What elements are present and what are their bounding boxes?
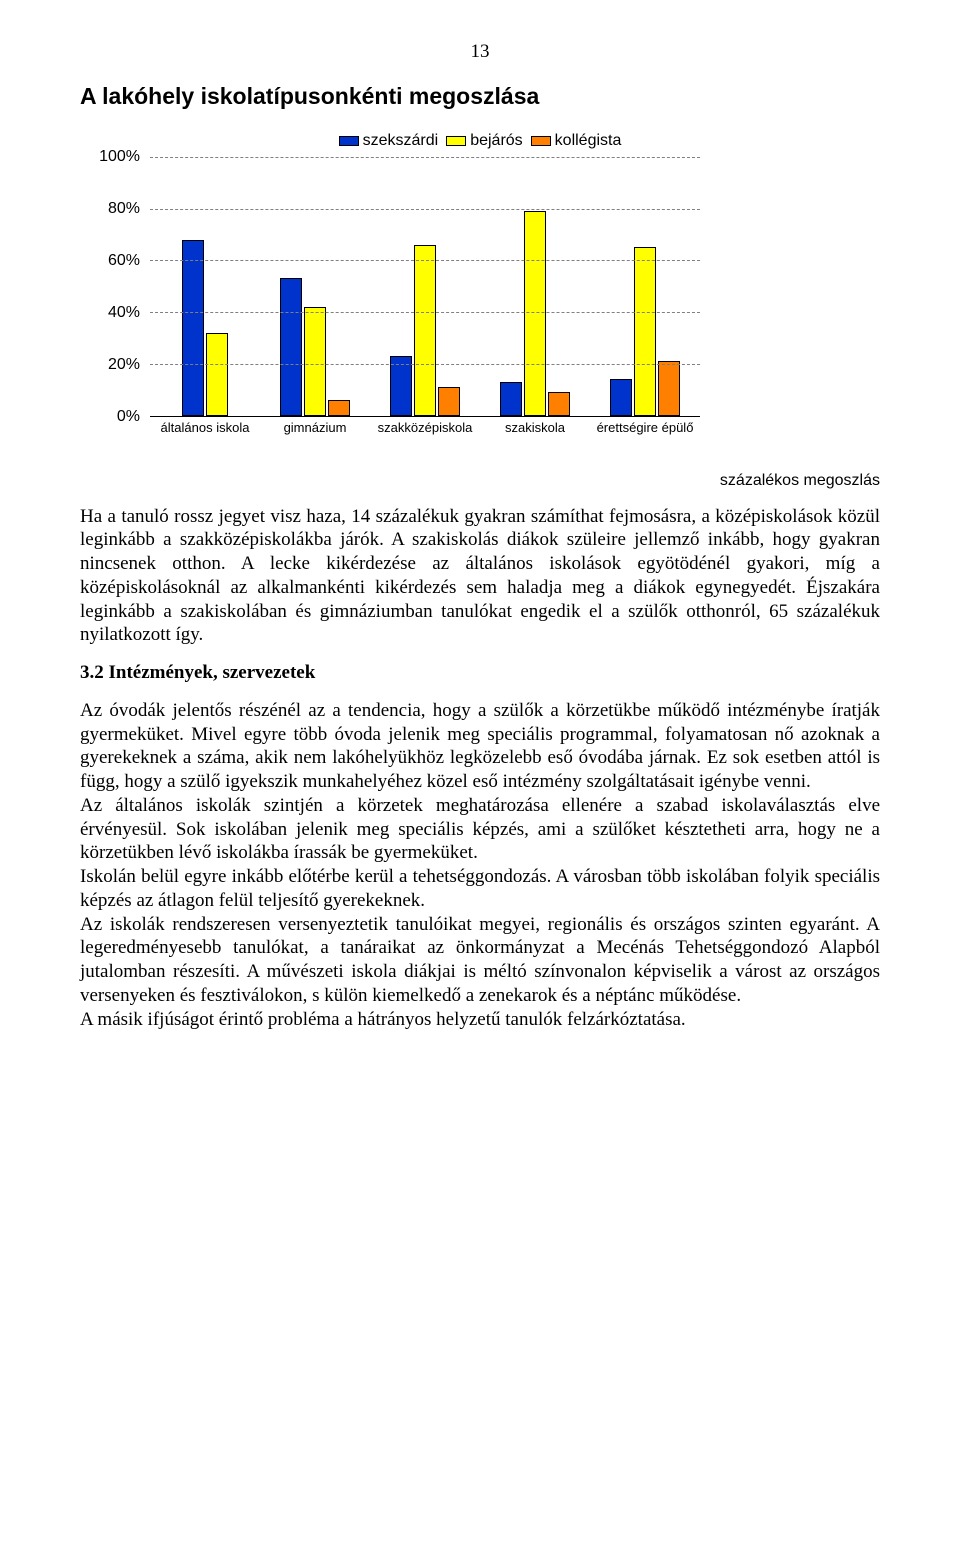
x-axis-label: szakközépiskola [370, 419, 480, 457]
legend-item: szekszárdi [339, 131, 439, 151]
bar [390, 356, 412, 416]
y-axis-label: 60% [108, 251, 140, 271]
y-axis-label: 0% [117, 407, 140, 427]
paragraph-1: Ha a tanuló rossz jegyet visz haza, 14 s… [80, 505, 880, 648]
legend-swatch [339, 136, 359, 146]
chart-legend: szekszárdi bejárós kollégista [80, 131, 880, 151]
paragraph-3: Az általános iskolák szintjén a körzetek… [80, 794, 880, 865]
bar [328, 400, 350, 416]
bar-group [370, 157, 480, 416]
bar-group [480, 157, 590, 416]
x-axis-label: szakiskola [480, 419, 590, 457]
paragraph-4: Iskolán belül egyre inkább előtérbe kerü… [80, 865, 880, 913]
bar-chart: 100%80%60%40%20%0% általános iskolagimná… [90, 157, 710, 457]
bar [610, 379, 632, 415]
section-heading: 3.2 Intézmények, szervezetek [80, 661, 880, 685]
bar-group [150, 157, 260, 416]
legend-label: kollégista [555, 132, 622, 149]
legend-label: szekszárdi [363, 132, 439, 149]
paragraph-6: A másik ifjúságot érintő probléma a hátr… [80, 1008, 880, 1032]
bar [658, 361, 680, 415]
chart-title: A lakóhely iskolatípusonkénti megoszlása [80, 82, 880, 111]
y-axis-label: 100% [99, 147, 140, 167]
x-axis-label: érettségire épülő [590, 419, 700, 457]
grid-line [150, 209, 700, 210]
legend-item: bejárós [446, 131, 522, 151]
grid-line [150, 364, 700, 365]
bar [182, 240, 204, 416]
legend-label: bejárós [470, 132, 522, 149]
legend-swatch [446, 136, 466, 146]
legend-item: kollégista [531, 131, 622, 151]
bar [414, 245, 436, 416]
x-axis-label: gimnázium [260, 419, 370, 457]
grid-line [150, 260, 700, 261]
bar-group [590, 157, 700, 416]
bar [304, 307, 326, 416]
y-axis-label: 80% [108, 199, 140, 219]
bar-group [260, 157, 370, 416]
x-axis-label: általános iskola [150, 419, 260, 457]
bar [548, 392, 570, 415]
bar [500, 382, 522, 416]
plot-area [150, 157, 700, 417]
legend-swatch [531, 136, 551, 146]
y-axis-label: 20% [108, 355, 140, 375]
bar [634, 247, 656, 415]
page-number: 13 [80, 40, 880, 64]
bar [280, 278, 302, 415]
bar [438, 387, 460, 415]
grid-line [150, 312, 700, 313]
y-axis-label: 40% [108, 303, 140, 323]
paragraph-2: Az óvodák jelentős részénél az a tendenc… [80, 699, 880, 794]
bar [524, 211, 546, 416]
bar [206, 333, 228, 416]
chart-sublabel: százalékos megoszlás [380, 471, 880, 491]
paragraph-5: Az iskolák rendszeresen versenyeztetik t… [80, 913, 880, 1008]
grid-line [150, 157, 700, 158]
